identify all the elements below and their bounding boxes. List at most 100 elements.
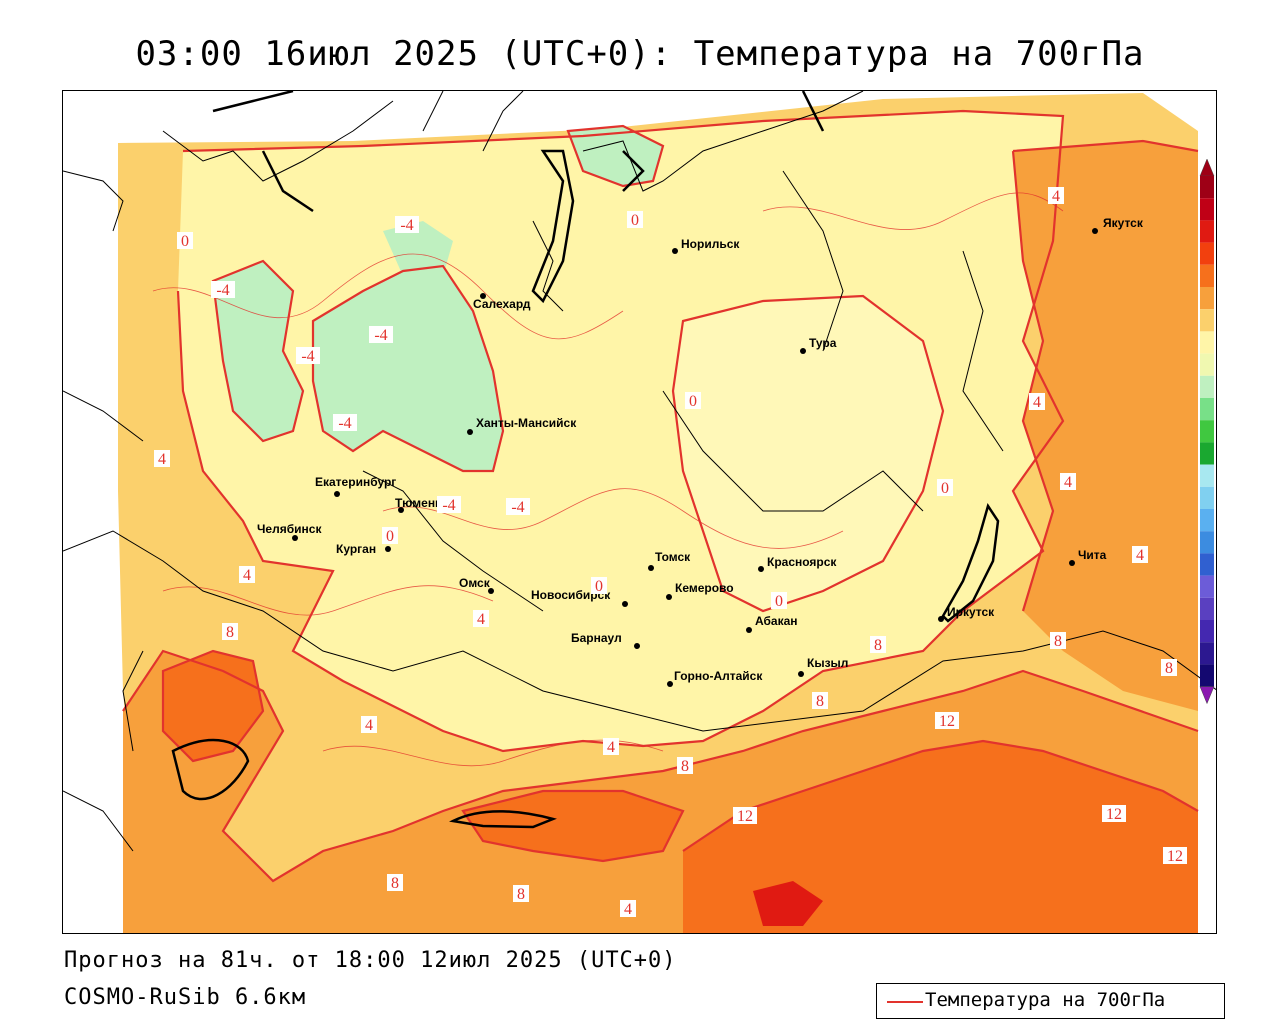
legend-line-icon — [887, 1001, 923, 1003]
legend-label: Температура на 700гПа — [925, 989, 1166, 1011]
lake-baikal — [941, 503, 1000, 623]
zone-0-4-northeast — [673, 296, 943, 611]
isotherm-label: -4 — [511, 499, 524, 516]
isotherm-label: 0 — [775, 593, 783, 610]
isotherm-label-bg — [333, 414, 357, 431]
city-markers: Якутск Норильск Салехард Тура Ханты-Мансийск… — [257, 216, 1144, 687]
city-label: Якутск — [1103, 216, 1144, 230]
colorbar-segment — [1200, 442, 1214, 465]
isotherm-label: 0 — [595, 578, 603, 595]
isotherm-label-bg — [154, 450, 170, 467]
isotherm-label-bg — [812, 692, 828, 709]
isotherms — [122, 109, 1199, 883]
colorbar-segment — [1200, 642, 1214, 665]
isotherm-label: 4 — [477, 611, 485, 628]
isotherm-label-bg — [382, 527, 398, 544]
temperature-map: 2824201612840-4-8-12-16-20-24-28-32-36-4… — [62, 90, 1217, 934]
isotherm-label-bg — [473, 610, 489, 627]
isotherm-label: 8 — [226, 624, 234, 641]
isotherm-label: 8 — [517, 886, 525, 903]
city-dot — [1092, 228, 1098, 234]
isotherm-label: 4 — [158, 451, 166, 468]
isotherm-label: 8 — [681, 758, 689, 775]
isotherm-label-bg — [1132, 546, 1148, 563]
city-dot — [1069, 560, 1075, 566]
isotherm-label-bg — [395, 216, 419, 233]
isotherm-label: 4 — [243, 567, 251, 584]
isotherm-label-bg — [387, 874, 403, 891]
city-label: Абакан — [755, 614, 798, 628]
colorbar-segment — [1200, 420, 1214, 443]
city-label: Тура — [809, 336, 837, 350]
city-dot — [798, 671, 804, 677]
isotherm-label-bg — [1050, 632, 1066, 649]
city-dot — [634, 643, 640, 649]
zone-minus4-yamal-top — [568, 126, 663, 186]
isotherm-label-bg — [296, 347, 320, 364]
isotherm-label: 12 — [737, 808, 753, 825]
isotherm-label: 0 — [631, 212, 639, 229]
zone-minus4-north — [383, 221, 453, 276]
colorbar-segment — [1200, 242, 1214, 265]
isotherm-label: 4 — [1064, 474, 1072, 491]
isotherm-label: 8 — [1054, 633, 1062, 650]
city-label: Барнаул — [571, 631, 622, 645]
colorbar-segment — [1200, 198, 1214, 221]
isotherm-label: 4 — [1136, 547, 1144, 564]
sea-outline — [171, 738, 250, 801]
isotherm-label-bg — [1048, 187, 1064, 204]
isotherm-label: -4 — [216, 282, 229, 299]
city-dot — [480, 293, 486, 299]
colorbar-segment — [1200, 264, 1214, 287]
city-dot — [648, 565, 654, 571]
isotherm-label-bg — [177, 232, 193, 249]
isotherm-label: 4 — [365, 717, 373, 734]
colorbar-segment — [1200, 509, 1214, 532]
borders — [63, 91, 1216, 852]
isotherm-label-bg — [1163, 847, 1187, 864]
colorbar-segment — [1200, 220, 1214, 243]
forecast-info: Прогноз на 81ч. от 18:00 12июл 2025 (UTC… — [64, 948, 677, 973]
city-dot — [746, 627, 752, 633]
isotherm-label: 12 — [1106, 806, 1122, 823]
city-dot — [334, 491, 340, 497]
city-label: Курган — [336, 542, 376, 556]
ob-bay — [531, 149, 575, 304]
city-label: Салехард — [473, 297, 531, 311]
isotherm-label-bg — [935, 712, 959, 729]
isotherm-label-bg — [771, 592, 787, 609]
map-canvas: 2824201612840-4-8-12-16-20-24-28-32-36-4… — [63, 91, 1216, 933]
arctic-coast — [212, 91, 825, 213]
colorbar-segment — [1200, 287, 1214, 310]
colorbar-segment — [1200, 331, 1214, 354]
map-title: 03:00 16июл 2025 (UTC+0): Температура на… — [135, 34, 1145, 74]
zone-12-16-mid — [463, 791, 683, 861]
isotherm-label: -4 — [400, 217, 413, 234]
isotherm-label-bg — [937, 479, 953, 496]
isotherm-label-bg — [222, 623, 238, 640]
isotherm-label: -4 — [374, 327, 387, 344]
isotherm-label: -4 — [338, 415, 351, 432]
isotherm-label-bg — [1029, 393, 1045, 410]
colorbar-segment — [1200, 664, 1214, 687]
isotherm-label-bg — [685, 392, 701, 409]
isotherm-label: 4 — [607, 739, 615, 756]
city-label: Норильск — [681, 237, 740, 251]
city-label: Иркутск — [947, 605, 995, 619]
city-dot — [292, 535, 298, 541]
city-dot — [667, 681, 673, 687]
isotherm-label: 8 — [1165, 660, 1173, 677]
isotherm-label: -4 — [301, 348, 314, 365]
isotherm-label-bg — [361, 716, 377, 733]
isotherm-label-bg — [870, 636, 886, 653]
city-dot — [622, 601, 628, 607]
zone-8-12-east — [1013, 141, 1198, 711]
city-dot — [666, 594, 672, 600]
city-label: Омск — [459, 576, 491, 590]
city-label: Красноярск — [767, 555, 837, 569]
colorbar-segment — [1200, 309, 1214, 332]
isotherm-label-bg — [1161, 659, 1177, 676]
colorbar-segment — [1200, 176, 1214, 199]
isotherm-labels: 4 0 -4 -4 -4 -4 -4 -4 4 4 8 0 -4 0 0 0 0 0 4 4 4 4 4 8 8 8 8 12 12 12… — [154, 187, 1187, 918]
isotherm-label-bg — [1102, 805, 1126, 822]
